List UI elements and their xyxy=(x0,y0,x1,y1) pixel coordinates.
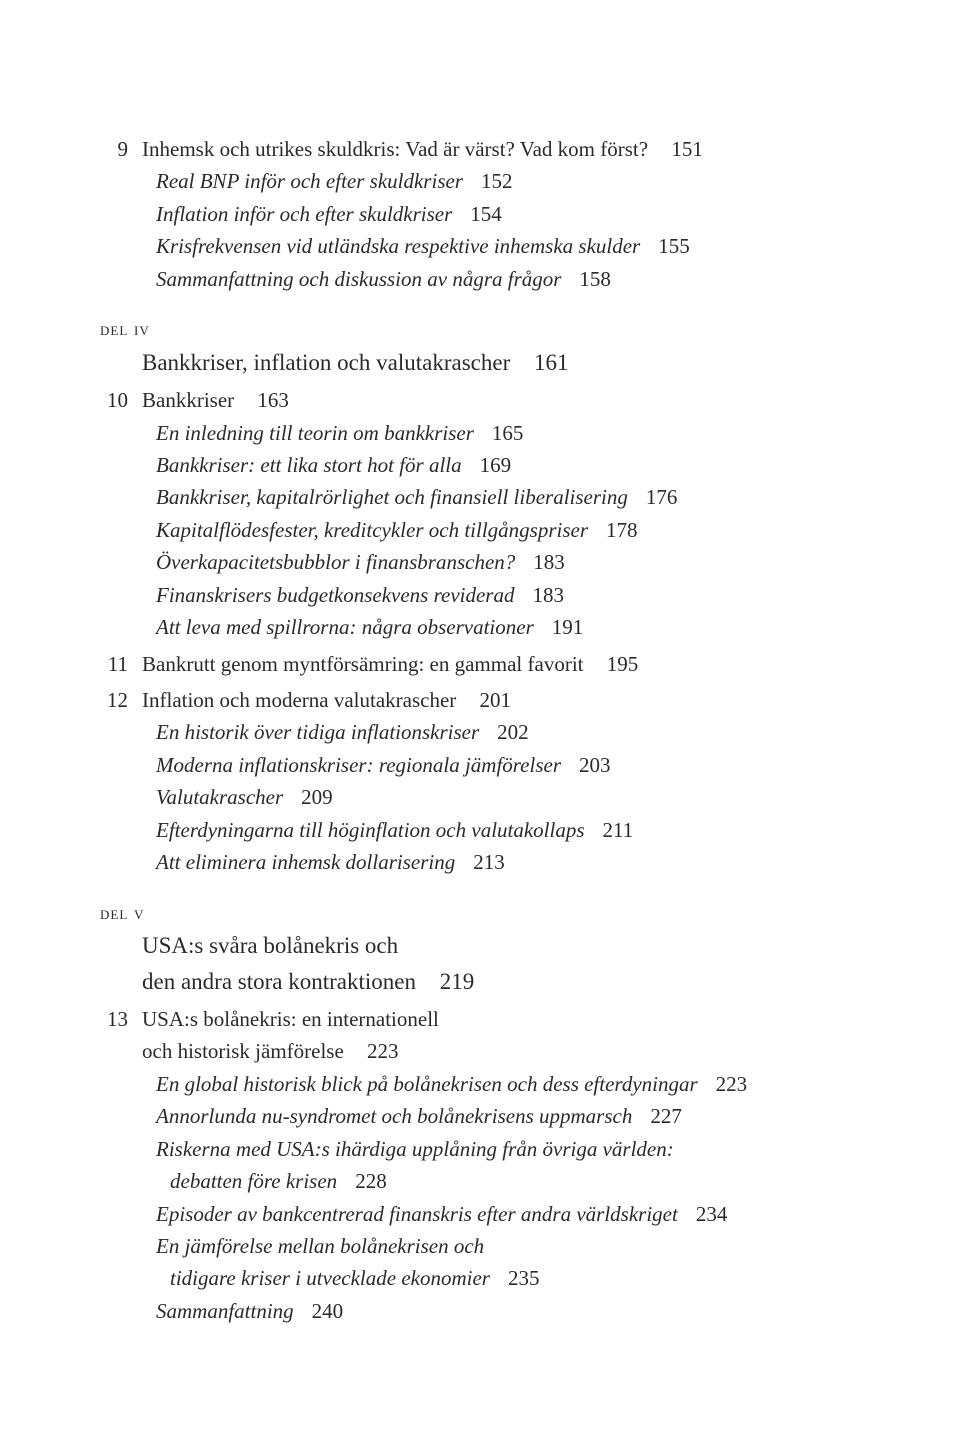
page-number: 151 xyxy=(671,137,703,161)
page-number: 161 xyxy=(534,350,569,375)
toc-sub-entry: Episoder av bankcentrerad finanskris eft… xyxy=(156,1199,830,1229)
toc-sub-entry: Att leva med spillrorna: några observati… xyxy=(156,612,830,642)
chapter-title: Bankrutt genom myntförsämring: en gammal… xyxy=(142,649,638,679)
chapter-13: 13 USA:s bolånekris: en internationell xyxy=(100,1004,830,1034)
chapter-9: 9 Inhemsk och utrikes skuldkris: Vad är … xyxy=(100,134,830,164)
toc-sub-entry: Krisfrekvensen vid utländska respektive … xyxy=(156,231,830,261)
chapter-11: 11 Bankrutt genom myntförsämring: en gam… xyxy=(100,649,830,679)
page-number: 201 xyxy=(480,688,512,712)
toc-sub-entry: Sammanfattning240 xyxy=(156,1296,830,1326)
chapter-number: 12 xyxy=(100,685,128,715)
toc-sub-entry: En inledning till teorin om bankkriser16… xyxy=(156,418,830,448)
toc-sub-entry: Riskerna med USA:s ihärdiga upplåning fr… xyxy=(156,1134,830,1164)
toc-sub-entry: Kapitalflödesfester, kreditcykler och ti… xyxy=(156,515,830,545)
chapter-number: 9 xyxy=(100,134,128,164)
toc-sub-entry: Bankkriser, kapitalrörlighet och finansi… xyxy=(156,482,830,512)
table-of-contents: 9 Inhemsk och utrikes skuldkris: Vad är … xyxy=(100,134,830,1326)
page-number: 163 xyxy=(257,388,289,412)
part-title: Bankkriser, inflation och valutakrascher… xyxy=(142,346,830,379)
toc-sub-entry: Annorlunda nu-syndromet och bolånekrisen… xyxy=(156,1101,830,1131)
page-number: 219 xyxy=(440,969,475,994)
part-label: del iv xyxy=(100,316,830,344)
chapter-title-cont: och historisk jämförelse 223 xyxy=(142,1036,830,1066)
chapter-number: 10 xyxy=(100,385,128,415)
toc-sub-entry: Att eliminera inhemsk dollarisering213 xyxy=(156,847,830,877)
page-number: 223 xyxy=(367,1039,399,1063)
toc-sub-entry: Real BNP inför och efter skuldkriser152 xyxy=(156,166,830,196)
toc-sub-entry-cont: debatten före krisen228 xyxy=(170,1166,830,1196)
toc-sub-entry: Finanskrisers budgetkonsekvens reviderad… xyxy=(156,580,830,610)
part-title: USA:s svåra bolånekris och xyxy=(142,929,830,962)
chapter-title: Inhemsk och utrikes skuldkris: Vad är vä… xyxy=(142,134,703,164)
chapter-12: 12 Inflation och moderna valutakrascher … xyxy=(100,685,830,715)
part-label: del v xyxy=(100,900,830,928)
toc-sub-entry: Överkapacitetsbubblor i finansbranschen?… xyxy=(156,547,830,577)
chapter-title: Bankkriser 163 xyxy=(142,385,289,415)
toc-sub-entry: En jämförelse mellan bolånekrisen och xyxy=(156,1231,830,1261)
toc-sub-entry: Moderna inflationskriser: regionala jämf… xyxy=(156,750,830,780)
toc-sub-entry: Inflation inför och efter skuldkriser154 xyxy=(156,199,830,229)
toc-sub-entry: Efterdyningarna till höginflation och va… xyxy=(156,815,830,845)
page-number: 195 xyxy=(607,652,639,676)
chapter-title: USA:s bolånekris: en internationell xyxy=(142,1004,439,1034)
toc-sub-entry: Sammanfattning och diskussion av några f… xyxy=(156,264,830,294)
toc-sub-entry: En historik över tidiga inflationskriser… xyxy=(156,717,830,747)
chapter-number: 13 xyxy=(100,1004,128,1034)
chapter-10: 10 Bankkriser 163 xyxy=(100,385,830,415)
toc-sub-entry: Valutakrascher209 xyxy=(156,782,830,812)
chapter-title: Inflation och moderna valutakrascher 201 xyxy=(142,685,511,715)
part-title-cont: den andra stora kontraktionen 219 xyxy=(142,965,830,998)
toc-sub-entry-cont: tidigare kriser i utvecklade ekonomier23… xyxy=(170,1263,830,1293)
toc-sub-entry: Bankkriser: ett lika stort hot för alla1… xyxy=(156,450,830,480)
chapter-number: 11 xyxy=(100,649,128,679)
toc-sub-entry: En global historisk blick på bolånekrise… xyxy=(156,1069,830,1099)
